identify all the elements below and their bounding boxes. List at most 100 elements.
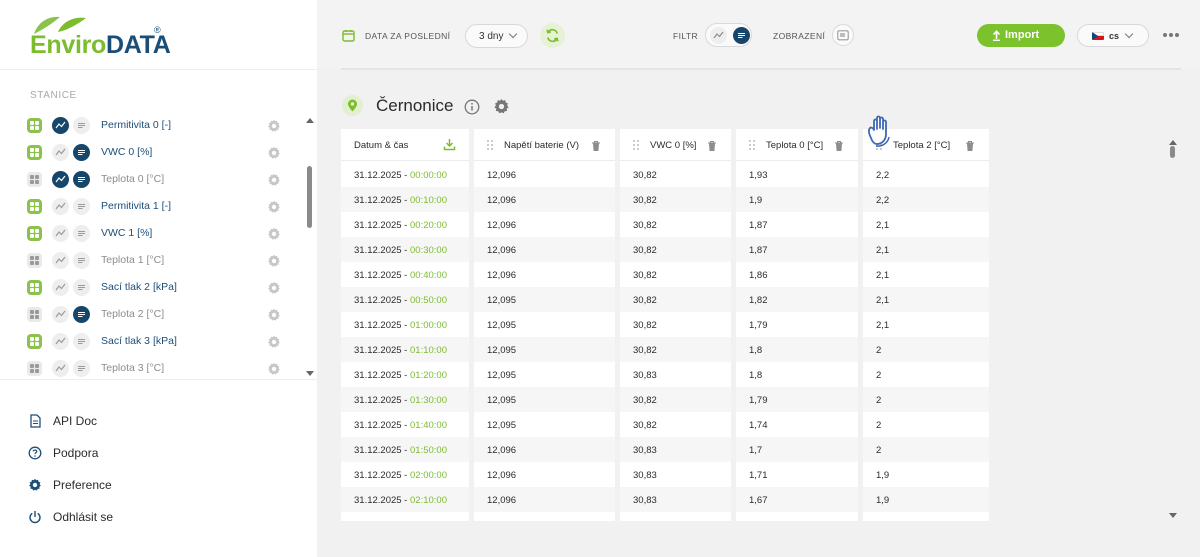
sensor-settings-gear-icon[interactable] xyxy=(267,173,281,187)
sensor-label: Permitivita 1 [-] xyxy=(101,200,172,212)
sensor-visibility-toggle-icon[interactable] xyxy=(27,361,42,376)
column-header[interactable]: Napětí baterie (V) xyxy=(474,129,615,161)
scrollbar-thumb[interactable] xyxy=(1170,146,1175,158)
sensor-table-toggle-icon[interactable] xyxy=(73,171,90,188)
sensor-table-toggle-icon[interactable] xyxy=(73,117,90,134)
sensor-item[interactable]: Teplota 1 [°C] xyxy=(0,247,300,274)
sensor-item[interactable]: Permitivita 1 [-] xyxy=(0,193,300,220)
station-settings-gear-icon[interactable] xyxy=(493,98,510,115)
drag-handle-icon[interactable] xyxy=(749,140,757,152)
scroll-up-arrow-icon[interactable] xyxy=(306,118,314,123)
sensor-table-toggle-icon[interactable] xyxy=(73,252,90,269)
column-header[interactable]: Datum & čas xyxy=(341,129,469,161)
view-toggle-button[interactable] xyxy=(832,24,854,46)
range-select[interactable]: 3 dny xyxy=(465,24,528,48)
sensor-item[interactable]: Sací tlak 3 [kPa] xyxy=(0,328,300,355)
sensor-table-toggle-icon[interactable] xyxy=(73,360,90,377)
sensor-chart-toggle-icon[interactable] xyxy=(52,198,69,215)
sensor-table-toggle-icon[interactable] xyxy=(73,198,90,215)
cell-value: 2 xyxy=(876,345,882,356)
sensor-settings-gear-icon[interactable] xyxy=(267,308,281,322)
sensor-chart-toggle-icon[interactable] xyxy=(52,225,69,242)
download-icon[interactable] xyxy=(443,138,456,151)
scroll-down-arrow-icon[interactable] xyxy=(306,371,314,376)
sensor-visibility-toggle-icon[interactable] xyxy=(27,280,42,295)
sensor-item[interactable]: VWC 0 [%] xyxy=(0,139,300,166)
sensor-settings-gear-icon[interactable] xyxy=(267,335,281,349)
sensor-chart-toggle-icon[interactable] xyxy=(52,360,69,377)
delete-column-trash-icon[interactable] xyxy=(834,139,844,157)
sensor-visibility-toggle-icon[interactable] xyxy=(27,253,42,268)
table-scrollbar[interactable] xyxy=(1168,140,1178,518)
sidebar-scrollbar[interactable] xyxy=(305,118,315,376)
envirodata-logo[interactable]: EnviroDATA ® xyxy=(30,14,180,59)
info-icon[interactable] xyxy=(464,99,480,115)
sensor-visibility-toggle-icon[interactable] xyxy=(27,199,42,214)
scroll-down-arrow-icon[interactable] xyxy=(1169,513,1177,518)
sensor-settings-gear-icon[interactable] xyxy=(267,281,281,295)
sensor-settings-gear-icon[interactable] xyxy=(267,146,281,160)
column-header[interactable]: VWC 0 [%] xyxy=(620,129,731,161)
sensor-item[interactable]: Permitivita 0 [-] xyxy=(0,112,300,139)
sensor-item[interactable]: Teplota 0 [°C] xyxy=(0,166,300,193)
sensor-visibility-toggle-icon[interactable] xyxy=(27,145,42,160)
sensor-table-toggle-icon[interactable] xyxy=(73,306,90,323)
sensor-visibility-toggle-icon[interactable] xyxy=(27,334,42,349)
sensor-label: Teplota 2 [°C] xyxy=(101,308,165,320)
scroll-up-arrow-icon[interactable] xyxy=(1169,140,1177,145)
sensor-settings-gear-icon[interactable] xyxy=(267,227,281,241)
table-cell: 30,82 xyxy=(620,287,731,312)
delete-column-trash-icon[interactable] xyxy=(707,139,717,157)
table-cell: 30,83 xyxy=(620,462,731,487)
drag-handle-icon[interactable] xyxy=(487,140,495,152)
nav-preferences[interactable]: Preference xyxy=(28,475,288,495)
sensor-item[interactable]: Teplota 2 [°C] xyxy=(0,301,300,328)
sensor-table-toggle-icon[interactable] xyxy=(73,225,90,242)
refresh-button[interactable] xyxy=(540,23,565,48)
chart-mode-button[interactable] xyxy=(710,27,727,44)
delete-column-trash-icon[interactable] xyxy=(591,139,601,157)
delete-column-trash-icon[interactable] xyxy=(965,139,975,157)
nav-logout[interactable]: Odhlásit se xyxy=(28,507,288,527)
nav-support[interactable]: Podpora xyxy=(28,443,288,463)
cell-datetime: 31.12.2025 - 00:00:00 xyxy=(354,170,447,181)
logo-registered-mark: ® xyxy=(154,25,161,35)
sensor-chart-toggle-icon[interactable] xyxy=(52,333,69,350)
import-button[interactable]: Import xyxy=(977,24,1065,47)
sensor-table-toggle-icon[interactable] xyxy=(73,333,90,350)
sensor-chart-toggle-icon[interactable] xyxy=(52,144,69,161)
sensor-chart-toggle-icon[interactable] xyxy=(52,117,69,134)
sensor-visibility-toggle-icon[interactable] xyxy=(27,172,42,187)
sensor-chart-toggle-icon[interactable] xyxy=(52,252,69,269)
table-cell: 31.12.2025 - 00:30:00 xyxy=(341,237,469,262)
sensor-settings-gear-icon[interactable] xyxy=(267,119,281,133)
sensor-visibility-toggle-icon[interactable] xyxy=(27,118,42,133)
list-icon xyxy=(738,32,745,39)
filter-toggle[interactable] xyxy=(705,23,752,47)
sensor-settings-gear-icon[interactable] xyxy=(267,254,281,268)
sensor-label: Sací tlak 2 [kPa] xyxy=(101,281,177,293)
sensor-chart-toggle-icon[interactable] xyxy=(52,279,69,296)
scrollbar-thumb[interactable] xyxy=(307,166,312,228)
sensor-chart-toggle-icon[interactable] xyxy=(52,171,69,188)
line-chart-icon xyxy=(713,31,724,39)
nav-api-doc[interactable]: API Doc xyxy=(28,411,288,431)
language-select[interactable]: cs xyxy=(1077,24,1149,47)
sensor-label: Sací tlak 3 [kPa] xyxy=(101,335,177,347)
document-icon xyxy=(30,414,41,428)
sensor-table-toggle-icon[interactable] xyxy=(73,144,90,161)
cell-value: 2,1 xyxy=(876,220,890,231)
drag-handle-icon[interactable] xyxy=(633,140,641,152)
sensor-item[interactable]: Sací tlak 2 [kPa] xyxy=(0,274,300,301)
sensor-visibility-toggle-icon[interactable] xyxy=(27,307,42,322)
table-mode-button[interactable] xyxy=(733,27,750,44)
sensor-settings-gear-icon[interactable] xyxy=(267,200,281,214)
sensor-item[interactable]: Teplota 3 [°C] xyxy=(0,355,300,378)
column-header[interactable]: Teplota 0 [°C] xyxy=(736,129,858,161)
sensor-table-toggle-icon[interactable] xyxy=(73,279,90,296)
sensor-settings-gear-icon[interactable] xyxy=(267,362,281,376)
sensor-item[interactable]: VWC 1 [%] xyxy=(0,220,300,247)
sensor-chart-toggle-icon[interactable] xyxy=(52,306,69,323)
sensor-visibility-toggle-icon[interactable] xyxy=(27,226,42,241)
sensor-label: Teplota 0 [°C] xyxy=(101,173,165,185)
